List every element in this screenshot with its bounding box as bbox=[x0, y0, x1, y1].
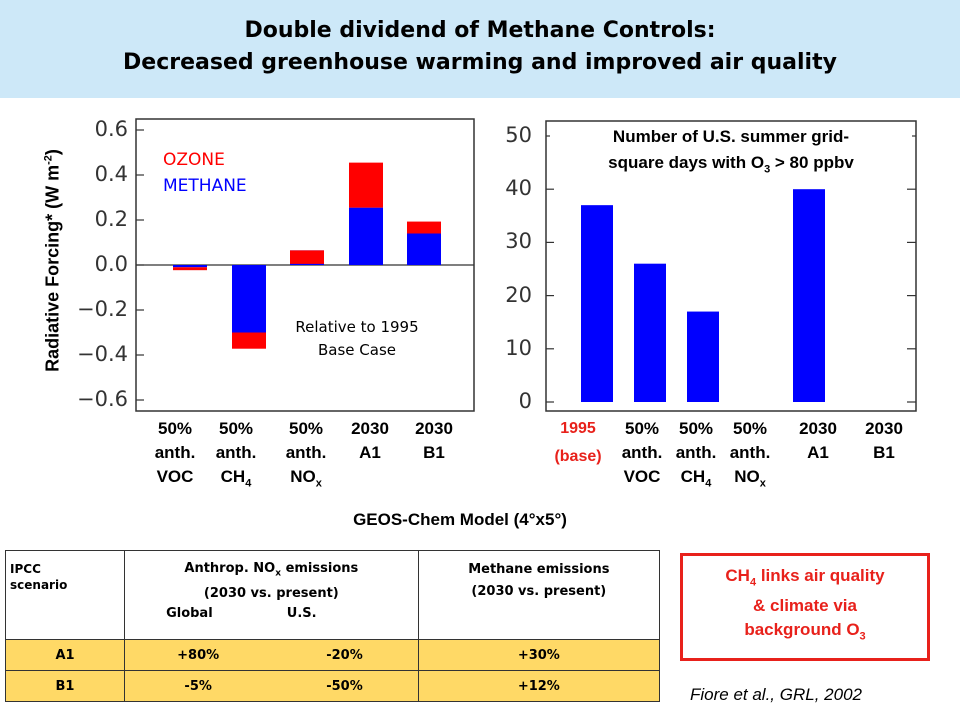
bar-methane bbox=[232, 265, 266, 333]
bar-grid-square-days bbox=[687, 311, 719, 402]
right-bar-chart bbox=[545, 120, 917, 412]
bar-ozone bbox=[232, 332, 266, 349]
bar-grid-square-days bbox=[581, 205, 613, 402]
right-xlabel-b1: 2030 B1 bbox=[865, 419, 903, 462]
right-y-tick-label: 10 bbox=[505, 335, 532, 360]
right-y-tick-label: 40 bbox=[505, 176, 532, 201]
title-band: Double dividend of Methane Controls: Dec… bbox=[0, 0, 960, 98]
left-y-axis-label: Radiative Forcing* (W m-2) bbox=[42, 149, 63, 372]
bar-methane bbox=[173, 265, 207, 268]
callout-box: CH4 links air quality & climate via back… bbox=[680, 553, 930, 661]
annotation-line-1: Relative to 1995 bbox=[295, 318, 418, 336]
legend-methane: METHANE bbox=[163, 176, 247, 196]
right-xlabel-nox: 50% anth. NOx bbox=[729, 419, 771, 490]
right-xlabel-a1: 2030 A1 bbox=[799, 419, 837, 462]
right-bars bbox=[581, 189, 825, 402]
left-y-tick-label: −0.2 bbox=[77, 297, 128, 321]
table-row: B1 -5% -50% +12% bbox=[5, 670, 661, 702]
title-line-1: Double dividend of Methane Controls: bbox=[244, 18, 716, 43]
right-y-tick-label: 20 bbox=[505, 282, 532, 307]
table-header-nox: Anthrop. NOx emissions (2030 vs. present… bbox=[124, 550, 419, 640]
left-bars bbox=[173, 162, 441, 349]
bar-ozone bbox=[349, 162, 383, 208]
right-xlabel-ch4: 50% anth. CH4 bbox=[675, 419, 717, 490]
left-xlabel-voc: 50% anth. VOC bbox=[154, 419, 196, 486]
left-xlabel-a1: 2030 A1 bbox=[351, 419, 389, 462]
right-xlabel-voc: 50% anth. VOC bbox=[621, 419, 663, 486]
right-y-tick-label: 50 bbox=[505, 123, 532, 147]
right-plot-frame bbox=[545, 120, 917, 412]
right-y-tick-label: 30 bbox=[505, 229, 532, 254]
model-caption: GEOS-Chem Model (4°x5°) bbox=[353, 510, 567, 529]
left-y-tick-label: 0.6 bbox=[94, 117, 128, 141]
right-chart-title: Number of U.S. summer grid- square days … bbox=[550, 124, 912, 183]
right-tick-marks bbox=[546, 135, 916, 403]
ipcc-table: IPCC scenario Anthrop. NOx emissions (203… bbox=[5, 550, 661, 702]
left-bar-chart: OZONE METHANE Relative to 1995 Base Case bbox=[135, 118, 475, 412]
bar-grid-square-days bbox=[634, 263, 666, 402]
citation: Fiore et al., GRL, 2002 bbox=[690, 685, 862, 704]
left-xlabel-b1: 2030 B1 bbox=[415, 419, 453, 462]
title-line-2: Decreased greenhouse warming and improve… bbox=[123, 50, 837, 75]
bar-grid-square-days bbox=[793, 189, 825, 402]
left-y-tick-label: 0.4 bbox=[94, 162, 128, 186]
table-header-methane: Methane emissions (2030 vs. present) bbox=[417, 550, 661, 640]
table-row: A1 +80% -20% +30% bbox=[5, 639, 661, 671]
left-tick-marks bbox=[136, 129, 144, 401]
left-y-tick-label: 0.2 bbox=[94, 207, 128, 231]
left-y-tick-label: −0.6 bbox=[77, 387, 128, 411]
left-xlabel-nox: 50% anth. NOx bbox=[285, 419, 327, 490]
bar-methane bbox=[407, 233, 441, 265]
bar-ozone bbox=[407, 221, 441, 234]
right-xlabel-base: 1995 (base) bbox=[554, 420, 602, 465]
table-header-scenario: IPCC scenario bbox=[5, 550, 125, 640]
left-xlabel-ch4: 50% anth. CH4 bbox=[215, 419, 257, 490]
bar-ozone bbox=[173, 267, 207, 271]
legend-ozone: OZONE bbox=[163, 150, 225, 170]
annotation-line-2: Base Case bbox=[318, 341, 396, 359]
bar-methane bbox=[349, 207, 383, 265]
right-y-tick-label: 0 bbox=[518, 389, 532, 413]
bar-ozone bbox=[290, 250, 324, 264]
left-y-tick-label: 0.0 bbox=[94, 252, 128, 276]
left-y-tick-label: −0.4 bbox=[77, 342, 128, 366]
